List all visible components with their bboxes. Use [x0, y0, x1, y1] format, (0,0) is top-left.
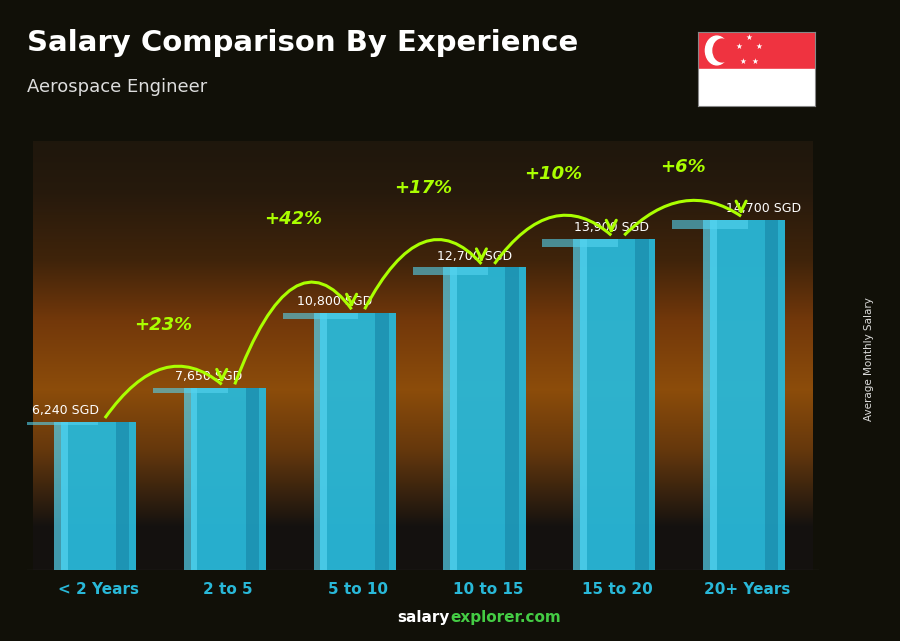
Bar: [375, 313, 389, 570]
Bar: [698, 32, 814, 69]
Text: explorer.com: explorer.com: [450, 610, 561, 625]
Bar: [444, 267, 457, 570]
Bar: [153, 388, 229, 392]
Circle shape: [713, 39, 731, 62]
Bar: [505, 267, 518, 570]
Text: ★: ★: [752, 56, 759, 66]
Text: 13,900 SGD: 13,900 SGD: [574, 221, 649, 234]
Text: salary: salary: [398, 610, 450, 625]
Bar: [698, 69, 814, 106]
Text: Salary Comparison By Experience: Salary Comparison By Experience: [27, 29, 578, 57]
Bar: [116, 422, 130, 570]
Bar: [320, 313, 396, 570]
Bar: [543, 239, 617, 247]
Text: 7,650 SGD: 7,650 SGD: [176, 370, 242, 383]
Text: +42%: +42%: [264, 210, 322, 228]
Bar: [710, 220, 785, 570]
Bar: [283, 313, 358, 319]
Bar: [314, 313, 328, 570]
Text: ★: ★: [756, 42, 762, 51]
Text: +10%: +10%: [524, 165, 582, 183]
Bar: [191, 388, 266, 570]
Text: ★: ★: [735, 42, 742, 51]
Bar: [672, 220, 748, 229]
Bar: [23, 422, 98, 426]
Text: 10,800 SGD: 10,800 SGD: [297, 295, 373, 308]
Text: ★: ★: [745, 33, 752, 42]
Text: ★: ★: [740, 56, 746, 66]
Bar: [54, 422, 68, 570]
Text: +6%: +6%: [660, 158, 706, 176]
Text: Average Monthly Salary: Average Monthly Salary: [863, 297, 874, 421]
Text: +23%: +23%: [134, 316, 193, 335]
Bar: [765, 220, 778, 570]
Bar: [412, 267, 488, 275]
Bar: [450, 267, 526, 570]
Bar: [703, 220, 716, 570]
Bar: [184, 388, 197, 570]
Text: 12,700 SGD: 12,700 SGD: [437, 250, 512, 263]
Bar: [246, 388, 259, 570]
Text: 6,240 SGD: 6,240 SGD: [32, 404, 100, 417]
Text: +17%: +17%: [394, 179, 452, 197]
Bar: [580, 239, 655, 570]
Bar: [573, 239, 587, 570]
Text: 14,700 SGD: 14,700 SGD: [725, 202, 801, 215]
Bar: [61, 422, 136, 570]
Bar: [635, 239, 649, 570]
Text: Aerospace Engineer: Aerospace Engineer: [27, 78, 207, 96]
Circle shape: [706, 36, 728, 65]
